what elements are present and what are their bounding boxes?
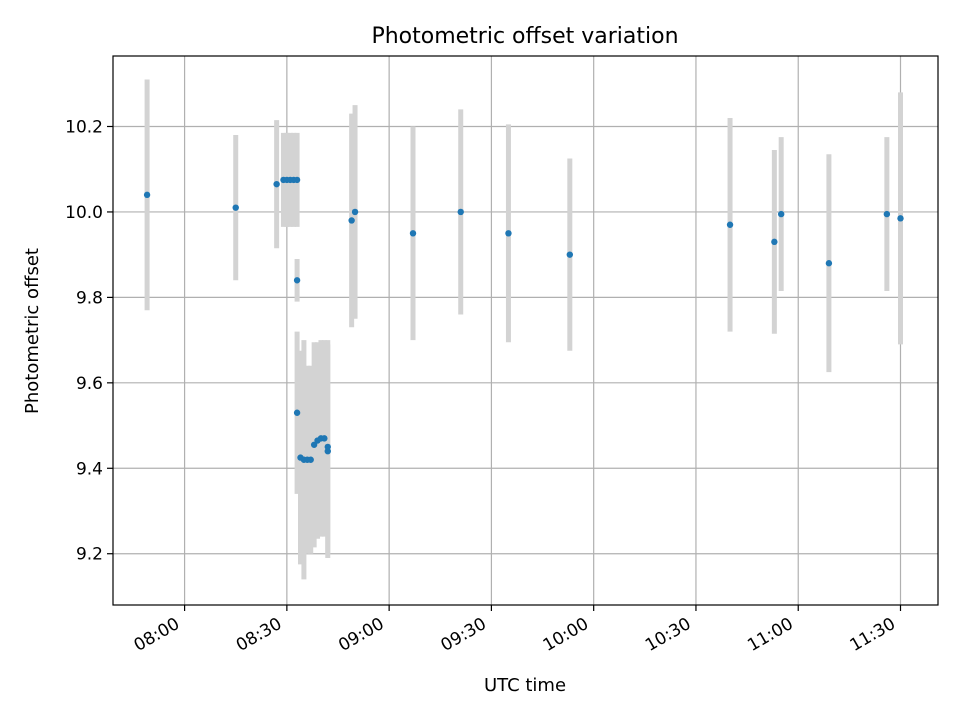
data-point: [293, 277, 301, 284]
grid: [113, 56, 938, 605]
y-tick-label: 10.2: [65, 117, 103, 137]
data-point: [883, 210, 891, 218]
data-point: [409, 230, 417, 237]
data-point: [351, 208, 359, 216]
data-point: [777, 210, 785, 218]
y-tick-label: 9.6: [76, 374, 103, 394]
data-point: [348, 217, 355, 224]
data-points: [143, 176, 904, 463]
y-tick-label: 10.0: [65, 203, 103, 223]
data-point: [457, 208, 464, 216]
data-point: [307, 456, 314, 463]
data-point: [566, 251, 574, 258]
data-point: [771, 238, 778, 246]
y-axis-label: Photometric offset: [22, 248, 43, 414]
data-point: [505, 230, 512, 237]
data-point: [310, 441, 318, 448]
plot-frame: [112, 55, 939, 606]
data-point: [293, 409, 301, 416]
data-point: [143, 191, 151, 199]
data-point: [825, 260, 833, 267]
data-point: [232, 204, 239, 211]
y-tick-label: 9.2: [76, 545, 103, 565]
data-point: [324, 443, 331, 451]
x-axis-label: UTC time: [484, 675, 566, 696]
data-point: [321, 435, 328, 442]
y-tick-label: 9.4: [76, 459, 103, 479]
y-tick-label: 9.8: [76, 288, 103, 308]
data-point: [293, 176, 301, 184]
data-point: [897, 215, 904, 222]
data-point: [726, 221, 734, 228]
chart-title: Photometric offset variation: [371, 24, 678, 49]
data-point: [273, 180, 280, 188]
